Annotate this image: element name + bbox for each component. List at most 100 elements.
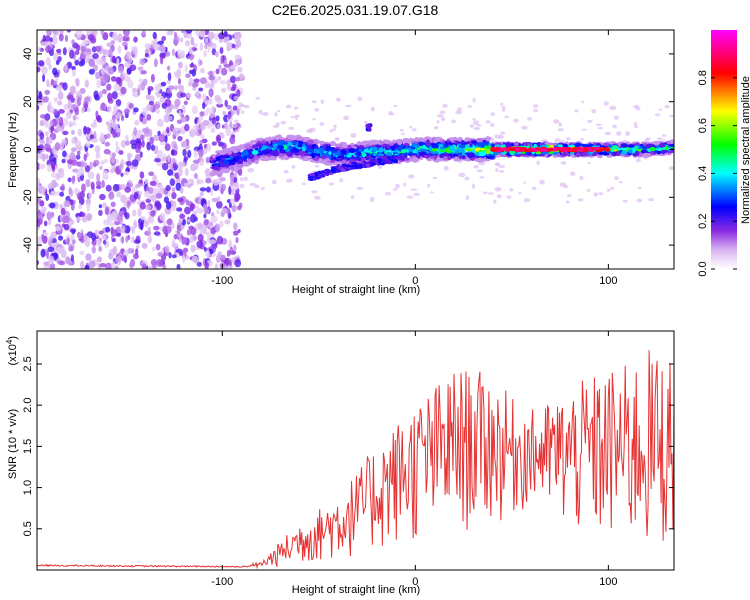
haze-speck: [436, 120, 440, 124]
noise-speck: [183, 182, 189, 187]
noise-speck: [228, 239, 232, 247]
noise-speck: [46, 79, 50, 87]
ridge-cell: [440, 146, 446, 150]
haze-speck: [403, 182, 407, 187]
noise-speck: [124, 225, 131, 234]
ridge-cell: [231, 153, 239, 157]
ridge-cell: [460, 140, 465, 144]
noise-speck: [184, 167, 189, 177]
noise-speck: [180, 161, 186, 168]
noise-speck: [216, 235, 224, 245]
snr-x-label: Height of straight line (km): [292, 584, 420, 596]
noise-speck: [84, 96, 91, 102]
noise-speck: [112, 55, 116, 64]
noise-speck: [234, 259, 242, 268]
ridge-cell: [423, 137, 428, 141]
noise-speck: [181, 30, 185, 34]
noise-speck: [197, 233, 204, 242]
noise-speck: [39, 131, 45, 140]
ridge-core: [541, 148, 546, 151]
ridge-cell: [458, 144, 466, 149]
noise-speck: [86, 202, 91, 212]
ridge-cell: [213, 165, 219, 170]
haze-speck: [311, 190, 318, 194]
ridge-cell: [667, 140, 671, 145]
noise-speck: [125, 140, 130, 146]
branch-cell: [335, 169, 341, 173]
ridge-cell: [537, 143, 544, 146]
noise-speck: [71, 69, 76, 77]
noise-speck: [228, 202, 232, 208]
haze-speck: [581, 128, 587, 131]
ridge-cell: [661, 149, 668, 154]
haze-speck: [472, 97, 476, 103]
haze-speck: [328, 182, 334, 186]
noise-speck: [161, 162, 169, 171]
noise-speck: [231, 43, 236, 49]
noise-speck: [119, 184, 126, 190]
ridge-core: [596, 149, 602, 153]
noise-speck: [144, 43, 152, 49]
noise-speck: [43, 261, 50, 266]
noise-speck: [131, 159, 139, 167]
ridge-cell: [246, 158, 252, 164]
noise-speck: [110, 212, 117, 221]
haze-speck: [271, 179, 277, 185]
haze-speck: [494, 187, 502, 192]
noise-speck: [236, 108, 240, 116]
ridge-cell: [439, 139, 446, 142]
noise-speck: [134, 119, 140, 126]
ridge-cell: [421, 138, 425, 141]
noise-speck: [234, 193, 241, 201]
branch-cell: [391, 159, 398, 162]
noise-speck: [96, 180, 101, 187]
x-tick-label: -100: [211, 275, 233, 287]
snr-series-line: [37, 350, 674, 570]
noise-speck: [140, 222, 144, 231]
noise-speck: [75, 91, 82, 96]
haze-speck: [406, 195, 414, 199]
noise-speck: [44, 220, 48, 227]
noise-speck: [37, 66, 41, 73]
noise-speck: [217, 134, 221, 141]
noise-speck: [135, 248, 139, 256]
ridge-core: [577, 149, 583, 152]
noise-speck: [128, 103, 134, 109]
y-tick-label: 0.5: [22, 521, 34, 536]
noise-speck: [77, 195, 83, 201]
noise-speck: [207, 31, 215, 40]
noise-speck: [211, 197, 219, 203]
noise-speck: [146, 103, 153, 112]
noise-speck: [148, 194, 156, 200]
ridge-cell: [405, 149, 410, 152]
noise-speck: [55, 124, 61, 132]
colorbar-tick-label: 0.6: [697, 118, 709, 133]
noise-speck: [184, 123, 190, 132]
haze-speck: [597, 126, 603, 130]
noise-speck: [166, 31, 172, 36]
noise-speck: [101, 179, 105, 189]
haze-speck: [393, 104, 398, 108]
branch-cell: [370, 162, 377, 166]
haze-speck: [504, 115, 509, 119]
ridge-cell: [426, 139, 430, 145]
ridge-cell: [297, 155, 301, 159]
spectrogram-y-label: Frequency (Hz): [7, 112, 19, 188]
noise-speck: [187, 178, 194, 185]
noise-speck: [49, 202, 56, 209]
noise-speck: [138, 179, 143, 184]
noise-speck: [206, 186, 211, 193]
noise-speck: [88, 260, 96, 269]
noise-speck: [112, 245, 118, 255]
noise-speck: [234, 54, 241, 60]
haze-speck: [501, 105, 506, 109]
ridge-cell: [452, 153, 459, 158]
ridge-cell: [527, 152, 532, 156]
noise-speck: [187, 34, 192, 39]
haze-speck: [344, 104, 352, 108]
noise-speck: [99, 193, 106, 201]
noise-speck: [218, 32, 225, 40]
branch-cell: [380, 162, 385, 166]
ridge-cell: [284, 138, 292, 142]
